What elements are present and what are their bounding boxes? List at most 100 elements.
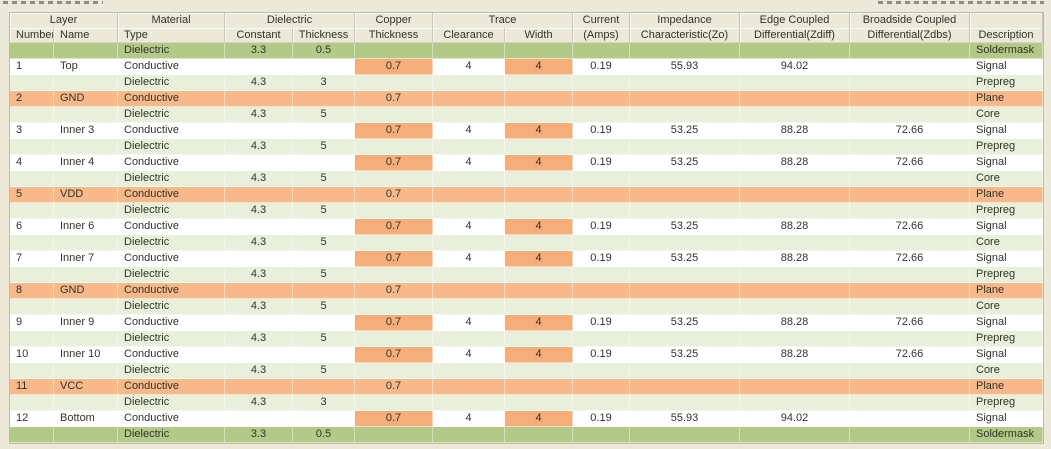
cell-clearance[interactable]	[433, 43, 505, 59]
cell-type[interactable]: Dielectric	[118, 171, 225, 187]
cell-dielectric_thickness[interactable]: 5	[293, 235, 355, 251]
cell-amps[interactable]: 0.19	[573, 155, 630, 171]
cell-name[interactable]: Inner 9	[54, 315, 118, 331]
cell-clearance[interactable]	[433, 203, 505, 219]
cell-width[interactable]: 4	[505, 315, 573, 331]
cell-zdbs[interactable]	[850, 363, 970, 379]
cell-zo[interactable]: 55.93	[630, 411, 740, 427]
cell-dielectric_thickness[interactable]	[293, 59, 355, 75]
cell-description[interactable]: Prepreg	[970, 203, 1043, 219]
cell-type[interactable]: Conductive	[118, 347, 225, 363]
cell-constant[interactable]: 4.3	[225, 331, 293, 347]
cell-dielectric_thickness[interactable]	[293, 315, 355, 331]
cell-zdbs[interactable]: 72.66	[850, 123, 970, 139]
cell-dielectric_thickness[interactable]	[293, 155, 355, 171]
cell-clearance[interactable]	[433, 107, 505, 123]
cell-description[interactable]: Prepreg	[970, 75, 1043, 91]
cell-number[interactable]: 3	[10, 123, 54, 139]
cell-amps[interactable]	[573, 203, 630, 219]
cell-clearance[interactable]: 4	[433, 411, 505, 427]
cell-zdbs[interactable]: 72.66	[850, 315, 970, 331]
cell-type[interactable]: Conductive	[118, 219, 225, 235]
cell-type[interactable]: Conductive	[118, 283, 225, 299]
cell-description[interactable]: Core	[970, 235, 1043, 251]
cell-clearance[interactable]	[433, 235, 505, 251]
cell-constant[interactable]: 3.3	[225, 43, 293, 59]
cell-clearance[interactable]	[433, 299, 505, 315]
cell-constant[interactable]: 4.3	[225, 267, 293, 283]
cell-width[interactable]	[505, 171, 573, 187]
cell-number[interactable]	[10, 363, 54, 379]
cell-zdbs[interactable]: 72.66	[850, 347, 970, 363]
cell-width[interactable]: 4	[505, 123, 573, 139]
cell-zdiff[interactable]: 88.28	[740, 251, 850, 267]
cell-type[interactable]: Dielectric	[118, 43, 225, 59]
cell-description[interactable]: Prepreg	[970, 331, 1043, 347]
cell-width[interactable]	[505, 427, 573, 443]
cell-dielectric_thickness[interactable]	[293, 347, 355, 363]
cell-zdiff[interactable]	[740, 267, 850, 283]
cell-zdbs[interactable]	[850, 107, 970, 123]
cell-dielectric_thickness[interactable]	[293, 91, 355, 107]
cell-width[interactable]	[505, 331, 573, 347]
cell-dielectric_thickness[interactable]: 3	[293, 75, 355, 91]
cell-constant[interactable]	[225, 411, 293, 427]
cell-name[interactable]: Bottom	[54, 411, 118, 427]
cell-copper_thickness[interactable]: 0.7	[355, 187, 433, 203]
cell-type[interactable]: Conductive	[118, 251, 225, 267]
cell-number[interactable]	[10, 299, 54, 315]
cell-name[interactable]: VCC	[54, 379, 118, 395]
cell-constant[interactable]: 4.3	[225, 203, 293, 219]
cell-amps[interactable]	[573, 283, 630, 299]
cell-type[interactable]: Conductive	[118, 91, 225, 107]
cell-constant[interactable]	[225, 155, 293, 171]
cell-dielectric_thickness[interactable]: 5	[293, 203, 355, 219]
cell-dielectric_thickness[interactable]	[293, 379, 355, 395]
cell-zo[interactable]: 55.93	[630, 59, 740, 75]
cell-description[interactable]: Signal	[970, 411, 1043, 427]
cell-description[interactable]: Signal	[970, 315, 1043, 331]
cell-zdbs[interactable]	[850, 235, 970, 251]
cell-width[interactable]	[505, 203, 573, 219]
cell-copper_thickness[interactable]	[355, 331, 433, 347]
cell-zdiff[interactable]	[740, 427, 850, 443]
cell-amps[interactable]: 0.19	[573, 123, 630, 139]
cell-constant[interactable]	[225, 251, 293, 267]
cell-clearance[interactable]: 4	[433, 315, 505, 331]
cell-description[interactable]: Soldermask	[970, 427, 1043, 443]
cell-constant[interactable]: 4.3	[225, 107, 293, 123]
cell-constant[interactable]	[225, 187, 293, 203]
cell-zo[interactable]	[630, 331, 740, 347]
cell-zdiff[interactable]: 88.28	[740, 155, 850, 171]
cell-type[interactable]: Conductive	[118, 123, 225, 139]
cell-clearance[interactable]: 4	[433, 59, 505, 75]
cell-number[interactable]	[10, 395, 54, 411]
cell-copper_thickness[interactable]: 0.7	[355, 347, 433, 363]
cell-zo[interactable]	[630, 43, 740, 59]
cell-description[interactable]: Plane	[970, 379, 1043, 395]
cell-clearance[interactable]	[433, 91, 505, 107]
cell-name[interactable]	[54, 75, 118, 91]
cell-clearance[interactable]	[433, 171, 505, 187]
cell-number[interactable]: 9	[10, 315, 54, 331]
cell-zdiff[interactable]	[740, 171, 850, 187]
cell-name[interactable]	[54, 331, 118, 347]
cell-zo[interactable]: 53.25	[630, 347, 740, 363]
cell-zo[interactable]	[630, 427, 740, 443]
cell-copper_thickness[interactable]	[355, 427, 433, 443]
cell-dielectric_thickness[interactable]: 0.5	[293, 43, 355, 59]
cell-description[interactable]: Core	[970, 107, 1043, 123]
cell-width[interactable]	[505, 107, 573, 123]
cell-amps[interactable]	[573, 43, 630, 59]
cell-zdiff[interactable]	[740, 363, 850, 379]
cell-type[interactable]: Dielectric	[118, 299, 225, 315]
cell-clearance[interactable]: 4	[433, 123, 505, 139]
cell-copper_thickness[interactable]	[355, 171, 433, 187]
cell-zdiff[interactable]: 88.28	[740, 123, 850, 139]
cell-description[interactable]: Signal	[970, 123, 1043, 139]
cell-copper_thickness[interactable]	[355, 139, 433, 155]
cell-number[interactable]: 7	[10, 251, 54, 267]
cell-zdbs[interactable]: 72.66	[850, 155, 970, 171]
cell-description[interactable]: Signal	[970, 251, 1043, 267]
cell-name[interactable]	[54, 299, 118, 315]
